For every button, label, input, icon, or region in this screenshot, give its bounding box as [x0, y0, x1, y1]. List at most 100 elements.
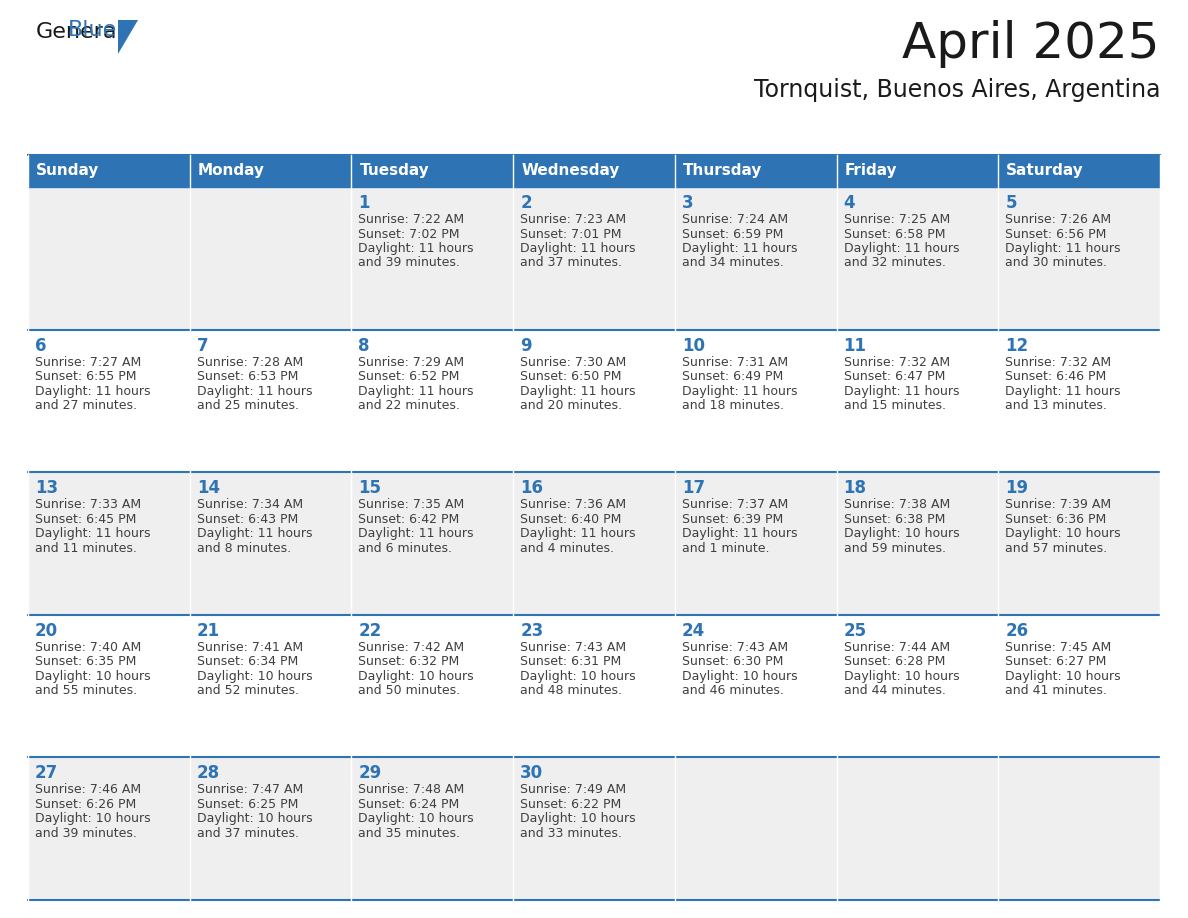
Text: Daylight: 11 hours: Daylight: 11 hours: [359, 242, 474, 255]
Text: Sunset: 6:38 PM: Sunset: 6:38 PM: [843, 512, 944, 526]
Text: and 6 minutes.: and 6 minutes.: [359, 542, 453, 554]
Text: Sunrise: 7:26 AM: Sunrise: 7:26 AM: [1005, 213, 1112, 226]
Text: 17: 17: [682, 479, 704, 498]
Text: Sunset: 6:39 PM: Sunset: 6:39 PM: [682, 512, 783, 526]
Text: Daylight: 11 hours: Daylight: 11 hours: [682, 385, 797, 397]
Bar: [836, 187, 998, 330]
Bar: [836, 615, 998, 757]
Text: Sunset: 6:36 PM: Sunset: 6:36 PM: [1005, 512, 1106, 526]
Text: 13: 13: [34, 479, 58, 498]
Text: Daylight: 10 hours: Daylight: 10 hours: [359, 812, 474, 825]
Bar: [352, 757, 513, 900]
Text: Sunset: 6:35 PM: Sunset: 6:35 PM: [34, 655, 137, 668]
Text: Sunrise: 7:22 AM: Sunrise: 7:22 AM: [359, 213, 465, 226]
Text: and 46 minutes.: and 46 minutes.: [682, 684, 784, 698]
Text: Sunset: 6:32 PM: Sunset: 6:32 PM: [359, 655, 460, 668]
Text: Sunrise: 7:41 AM: Sunrise: 7:41 AM: [197, 641, 303, 654]
Text: Sunset: 6:24 PM: Sunset: 6:24 PM: [359, 798, 460, 811]
Text: 2: 2: [520, 194, 532, 212]
Bar: [29, 757, 190, 900]
Text: 22: 22: [359, 621, 381, 640]
Text: Daylight: 11 hours: Daylight: 11 hours: [34, 385, 151, 397]
Bar: [675, 472, 836, 615]
Text: Daylight: 10 hours: Daylight: 10 hours: [1005, 527, 1121, 540]
Bar: [352, 155, 513, 187]
Text: and 33 minutes.: and 33 minutes.: [520, 827, 623, 840]
Text: and 20 minutes.: and 20 minutes.: [520, 399, 623, 412]
Text: and 52 minutes.: and 52 minutes.: [197, 684, 298, 698]
Text: and 1 minute.: and 1 minute.: [682, 542, 770, 554]
Text: 23: 23: [520, 621, 543, 640]
Text: Sunset: 6:26 PM: Sunset: 6:26 PM: [34, 798, 137, 811]
Text: Sunrise: 7:32 AM: Sunrise: 7:32 AM: [1005, 355, 1112, 369]
Text: Saturday: Saturday: [1006, 163, 1083, 178]
Text: Sunset: 6:34 PM: Sunset: 6:34 PM: [197, 655, 298, 668]
Bar: [675, 187, 836, 330]
Text: and 37 minutes.: and 37 minutes.: [197, 827, 298, 840]
Text: and 13 minutes.: and 13 minutes.: [1005, 399, 1107, 412]
Text: Sunset: 6:45 PM: Sunset: 6:45 PM: [34, 512, 137, 526]
Bar: [675, 615, 836, 757]
Text: Daylight: 11 hours: Daylight: 11 hours: [359, 385, 474, 397]
Text: Sunrise: 7:35 AM: Sunrise: 7:35 AM: [359, 498, 465, 511]
Text: Daylight: 11 hours: Daylight: 11 hours: [682, 527, 797, 540]
Bar: [998, 187, 1159, 330]
Text: and 41 minutes.: and 41 minutes.: [1005, 684, 1107, 698]
Text: Sunset: 6:59 PM: Sunset: 6:59 PM: [682, 228, 783, 241]
Text: 14: 14: [197, 479, 220, 498]
Text: 12: 12: [1005, 337, 1029, 354]
Bar: [998, 615, 1159, 757]
Text: and 59 minutes.: and 59 minutes.: [843, 542, 946, 554]
Text: Daylight: 11 hours: Daylight: 11 hours: [1005, 242, 1120, 255]
Bar: [190, 615, 352, 757]
Text: 19: 19: [1005, 479, 1029, 498]
Text: Daylight: 10 hours: Daylight: 10 hours: [520, 670, 636, 683]
Text: Daylight: 11 hours: Daylight: 11 hours: [520, 385, 636, 397]
Bar: [190, 155, 352, 187]
Text: 20: 20: [34, 621, 58, 640]
Text: Sunrise: 7:36 AM: Sunrise: 7:36 AM: [520, 498, 626, 511]
Text: Sunrise: 7:27 AM: Sunrise: 7:27 AM: [34, 355, 141, 369]
Text: Daylight: 10 hours: Daylight: 10 hours: [1005, 670, 1121, 683]
Bar: [29, 472, 190, 615]
Text: 3: 3: [682, 194, 694, 212]
Text: Sunset: 6:53 PM: Sunset: 6:53 PM: [197, 370, 298, 383]
Bar: [513, 757, 675, 900]
Bar: [836, 472, 998, 615]
Text: Daylight: 11 hours: Daylight: 11 hours: [197, 385, 312, 397]
Text: and 15 minutes.: and 15 minutes.: [843, 399, 946, 412]
Text: and 18 minutes.: and 18 minutes.: [682, 399, 784, 412]
Text: Sunset: 6:40 PM: Sunset: 6:40 PM: [520, 512, 621, 526]
Bar: [675, 330, 836, 472]
Text: Tuesday: Tuesday: [360, 163, 429, 178]
Text: and 39 minutes.: and 39 minutes.: [359, 256, 460, 270]
Text: Sunrise: 7:31 AM: Sunrise: 7:31 AM: [682, 355, 788, 369]
Text: Sunset: 6:42 PM: Sunset: 6:42 PM: [359, 512, 460, 526]
Text: 10: 10: [682, 337, 704, 354]
Bar: [998, 472, 1159, 615]
Text: Sunrise: 7:49 AM: Sunrise: 7:49 AM: [520, 783, 626, 797]
Text: 28: 28: [197, 765, 220, 782]
Text: Sunset: 6:50 PM: Sunset: 6:50 PM: [520, 370, 621, 383]
Text: and 35 minutes.: and 35 minutes.: [359, 827, 461, 840]
Text: and 48 minutes.: and 48 minutes.: [520, 684, 623, 698]
Text: Sunrise: 7:44 AM: Sunrise: 7:44 AM: [843, 641, 949, 654]
Text: and 39 minutes.: and 39 minutes.: [34, 827, 137, 840]
Text: Sunday: Sunday: [36, 163, 100, 178]
Bar: [513, 187, 675, 330]
Text: Sunrise: 7:25 AM: Sunrise: 7:25 AM: [843, 213, 950, 226]
Bar: [352, 615, 513, 757]
Bar: [836, 155, 998, 187]
Text: Sunrise: 7:32 AM: Sunrise: 7:32 AM: [843, 355, 949, 369]
Bar: [513, 155, 675, 187]
Text: Daylight: 11 hours: Daylight: 11 hours: [1005, 385, 1120, 397]
Text: Sunrise: 7:40 AM: Sunrise: 7:40 AM: [34, 641, 141, 654]
Text: Sunrise: 7:34 AM: Sunrise: 7:34 AM: [197, 498, 303, 511]
Text: Sunrise: 7:39 AM: Sunrise: 7:39 AM: [1005, 498, 1112, 511]
Text: 1: 1: [359, 194, 369, 212]
Bar: [513, 472, 675, 615]
Text: 7: 7: [197, 337, 208, 354]
Text: Daylight: 10 hours: Daylight: 10 hours: [682, 670, 797, 683]
Text: Wednesday: Wednesday: [522, 163, 619, 178]
Text: Sunset: 6:22 PM: Sunset: 6:22 PM: [520, 798, 621, 811]
